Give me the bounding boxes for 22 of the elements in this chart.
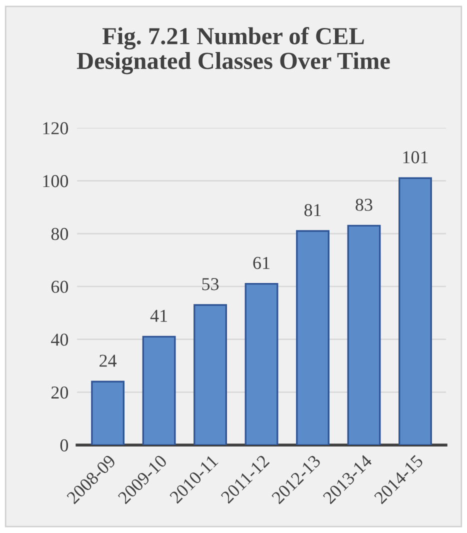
y-tick-label: 100 bbox=[43, 175, 68, 188]
data-label: 83 bbox=[356, 198, 372, 211]
y-tick-label: 20 bbox=[51, 386, 68, 399]
bar bbox=[142, 336, 176, 446]
bar bbox=[244, 283, 278, 446]
data-label: 101 bbox=[403, 151, 428, 164]
data-label: 61 bbox=[253, 256, 270, 270]
chart-title: Fig. 7.21 Number of CEL Designated Classes Over Time bbox=[76, 27, 390, 74]
data-label: 41 bbox=[150, 310, 167, 322]
data-label: 81 bbox=[304, 204, 321, 216]
y-tick-label: 0 bbox=[60, 439, 68, 452]
y-tick-label: 120 bbox=[43, 122, 68, 134]
bar bbox=[194, 304, 227, 446]
y-tick-label: 40 bbox=[51, 334, 68, 346]
data-label: 24 bbox=[100, 354, 117, 367]
bar bbox=[398, 177, 432, 446]
y-tick-label: 60 bbox=[51, 280, 68, 293]
data-label: 53 bbox=[202, 278, 219, 290]
bar bbox=[91, 380, 125, 446]
bar bbox=[296, 230, 330, 446]
bar bbox=[347, 224, 381, 446]
y-tick-label: 80 bbox=[51, 228, 68, 240]
